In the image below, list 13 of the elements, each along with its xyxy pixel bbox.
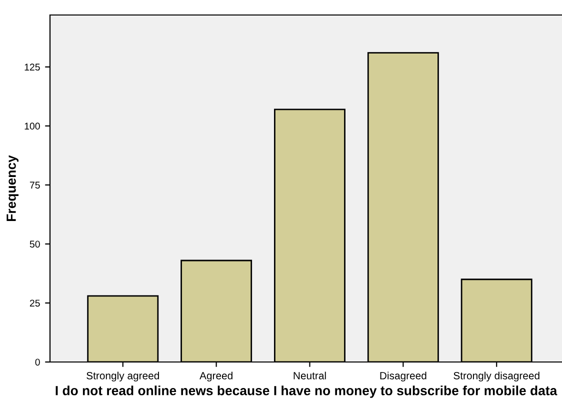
y-tick-label: 0: [35, 358, 40, 366]
y-tick-label: 100: [24, 122, 40, 130]
x-tick-label: Disagreed: [380, 372, 426, 382]
x-tick-label: Strongly disagreed: [454, 372, 540, 382]
x-tick-label: Neutral: [294, 372, 326, 380]
x-axis-title: I do not read online news because I have no money to subscribe for mobile data: [56, 386, 558, 398]
y-tick-label: 25: [30, 300, 40, 307]
y-axis-title: Frequency: [6, 155, 19, 221]
y-tick-label: 75: [30, 182, 40, 189]
y-tick-label: 50: [30, 240, 40, 248]
x-tick-label: Agreed: [200, 372, 232, 382]
x-tick-label: Strongly agreed: [86, 372, 159, 382]
y-tick-label: 125: [24, 64, 40, 71]
